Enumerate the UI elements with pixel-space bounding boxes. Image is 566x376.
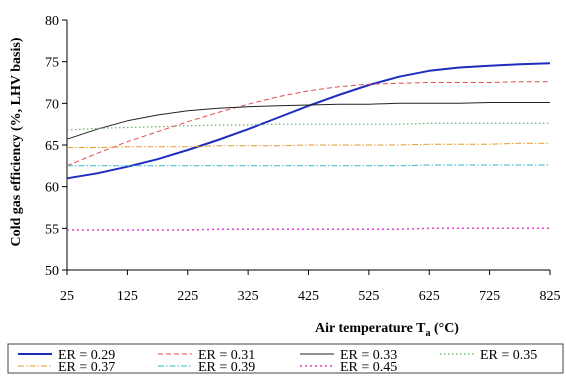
x-axis-title: Air temperature Ta (°C) (315, 321, 459, 339)
y-tick-label: 75 (45, 56, 59, 71)
legend-box (7, 343, 564, 374)
x-tick-label: 325 (238, 289, 259, 304)
x-tick-label: 25 (60, 289, 74, 304)
legend-entry: ER = 0.31 (198, 348, 255, 363)
legend-entry: ER = 0.33 (340, 348, 397, 363)
axes (62, 19, 551, 275)
legend-entry: ER = 0.45 (340, 360, 397, 375)
y-tick-label: 50 (45, 264, 59, 279)
x-axis-title-main: Air temperature T (315, 321, 426, 336)
x-tick-label: 125 (117, 289, 138, 304)
legend-entry: ER = 0.35 (480, 348, 537, 363)
x-axis-title-subscript: a (425, 328, 430, 339)
y-axis-title: Cold gas efficiency (%, LHV basis) (9, 37, 24, 246)
x-tick-label: 825 (540, 289, 561, 304)
x-tick-label: 725 (479, 289, 500, 304)
y-tick-label: 65 (45, 139, 59, 154)
x-axis-title-unit: (°C) (430, 321, 459, 336)
y-tick-label: 60 (45, 181, 59, 196)
y-tick-label: 70 (45, 97, 59, 112)
series-line (67, 164, 550, 167)
legend-entry: ER = 0.37 (58, 360, 115, 375)
tick-labels: 50 55 60 65 70 75 80 25 125 225 325 425 525 625 725 825 (45, 14, 561, 304)
legend-entry: ER = 0.29 (58, 348, 115, 363)
y-tick-label: 55 (45, 222, 59, 237)
series-line (66, 62, 551, 180)
series-line (66, 122, 550, 131)
x-tick-label: 625 (419, 289, 440, 304)
x-tick-label: 525 (358, 289, 379, 304)
series-line (67, 227, 550, 231)
x-tick-label: 225 (177, 289, 198, 304)
legend: ER = 0.29 ER = 0.31 ER = 0.33 ER = 0.35 ER =… (18, 348, 537, 375)
legend-entry: ER = 0.39 (198, 360, 255, 375)
y-tick-label: 80 (45, 14, 59, 29)
x-tick-label: 425 (298, 289, 319, 304)
series-line (66, 102, 550, 140)
series-line (67, 142, 550, 148)
series-lines (66, 62, 551, 231)
